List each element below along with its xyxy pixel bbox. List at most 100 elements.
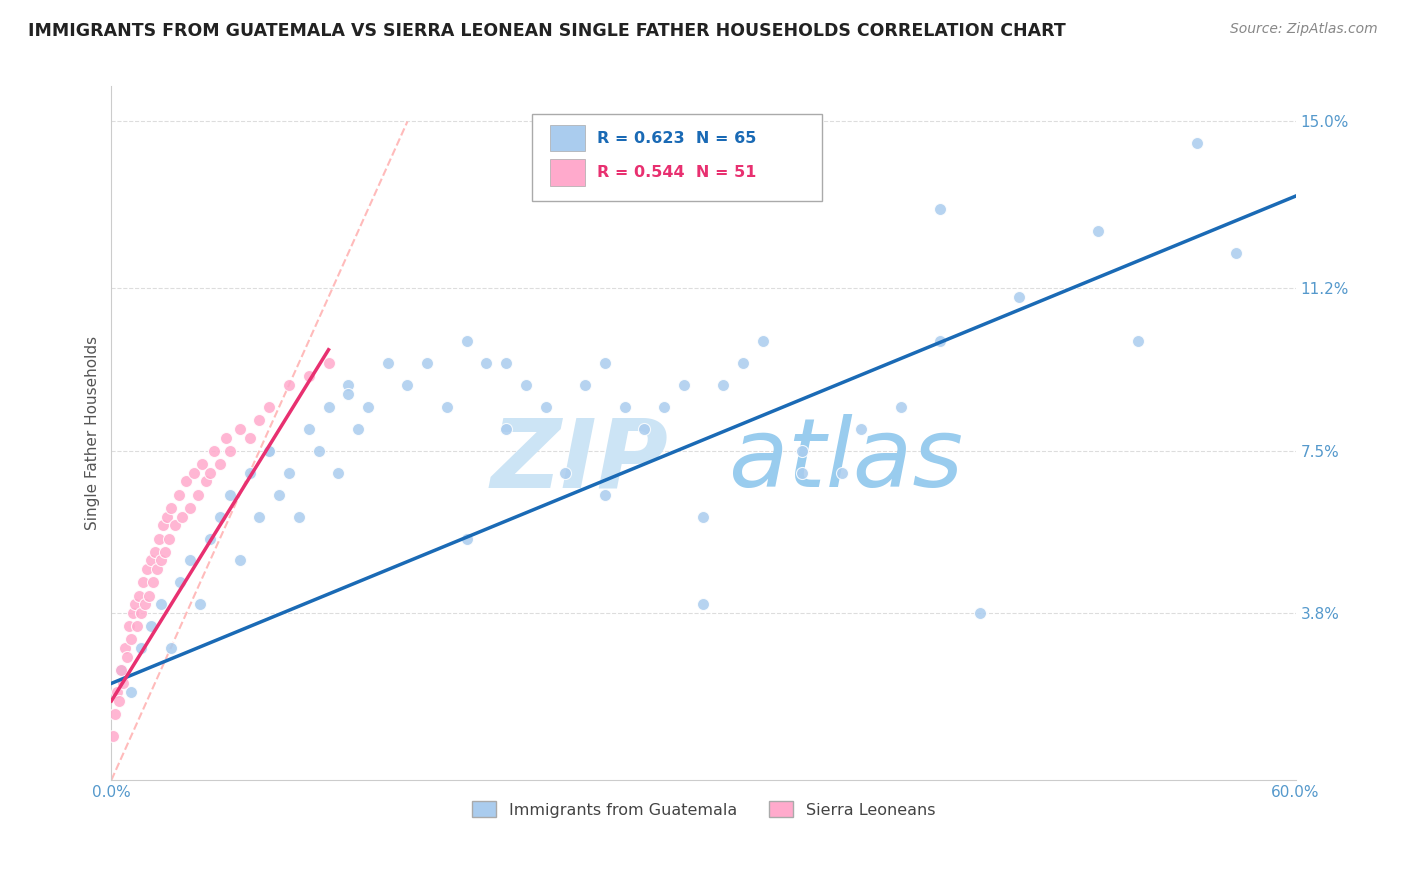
Point (495, 356, 517, 370)
Point (128, 589, 150, 603)
Point (692, 598, 714, 612)
Point (731, 356, 754, 370)
Point (633, 422, 655, 436)
Point (692, 509, 714, 524)
Point (167, 488, 190, 502)
Point (152, 518, 174, 533)
Point (120, 632, 142, 647)
Point (318, 356, 340, 370)
Point (218, 488, 240, 502)
Point (108, 694, 131, 708)
Point (110, 663, 132, 677)
Point (456, 532, 478, 546)
Point (195, 475, 218, 489)
Point (105, 685, 128, 699)
Point (163, 518, 186, 533)
Point (377, 356, 399, 370)
Point (249, 413, 271, 427)
Point (169, 575, 191, 590)
Point (146, 562, 169, 576)
Point (149, 553, 172, 567)
Point (172, 509, 194, 524)
Point (215, 431, 238, 445)
Point (157, 532, 180, 546)
Point (593, 356, 616, 370)
Point (198, 466, 221, 480)
Point (124, 598, 146, 612)
Point (792, 466, 814, 480)
Point (125, 619, 148, 633)
Point (436, 400, 458, 414)
Point (1008, 290, 1031, 304)
Point (929, 202, 952, 217)
FancyBboxPatch shape (531, 114, 823, 201)
Point (218, 443, 240, 458)
Point (396, 377, 419, 392)
Point (104, 707, 127, 722)
Point (554, 466, 576, 480)
Point (228, 553, 250, 567)
Text: ZIP: ZIP (491, 415, 668, 508)
Text: R = 0.623  N = 65: R = 0.623 N = 65 (598, 131, 756, 146)
Point (347, 422, 370, 436)
Point (416, 356, 439, 370)
Point (456, 334, 478, 348)
Point (929, 334, 952, 348)
Point (969, 606, 991, 620)
Point (191, 457, 214, 471)
Point (159, 500, 181, 515)
Point (149, 598, 172, 612)
Point (613, 400, 636, 414)
Point (118, 619, 141, 633)
Point (593, 488, 616, 502)
Text: IMMIGRANTS FROM GUATEMALA VS SIERRA LEONEAN SINGLE FATHER HOUSEHOLDS CORRELATION: IMMIGRANTS FROM GUATEMALA VS SIERRA LEON… (28, 22, 1066, 40)
Legend: Immigrants from Guatemala, Sierra Leoneans: Immigrants from Guatemala, Sierra Leonea… (465, 795, 942, 824)
Point (134, 598, 156, 612)
Point (1126, 334, 1149, 348)
Point (337, 386, 360, 401)
Point (259, 443, 281, 458)
Point (120, 685, 142, 699)
Point (156, 509, 179, 524)
Point (851, 422, 873, 436)
Point (179, 553, 201, 567)
Point (1087, 224, 1109, 238)
Point (318, 400, 340, 414)
Point (495, 422, 517, 436)
Point (278, 377, 301, 392)
Point (259, 443, 281, 458)
Y-axis label: Single Father Households: Single Father Households (86, 336, 100, 530)
Point (652, 400, 675, 414)
Point (228, 422, 250, 436)
Point (110, 663, 132, 677)
Point (890, 400, 912, 414)
Point (792, 443, 814, 458)
Point (711, 377, 734, 392)
Point (202, 443, 225, 458)
Point (475, 356, 498, 370)
Point (269, 488, 291, 502)
Point (136, 562, 159, 576)
Point (1185, 136, 1208, 151)
Point (672, 377, 695, 392)
Point (132, 575, 155, 590)
Point (115, 650, 138, 665)
Point (337, 377, 360, 392)
Point (534, 400, 557, 414)
Point (1225, 246, 1247, 260)
Point (139, 553, 162, 567)
Point (112, 676, 135, 690)
Point (574, 377, 596, 392)
Point (308, 443, 330, 458)
Point (114, 641, 136, 656)
Point (183, 466, 205, 480)
Point (122, 606, 145, 620)
Point (198, 532, 221, 546)
Text: R = 0.544  N = 51: R = 0.544 N = 51 (598, 165, 756, 179)
Point (143, 544, 166, 558)
Point (238, 466, 260, 480)
Point (176, 475, 198, 489)
Point (179, 500, 201, 515)
Point (249, 509, 271, 524)
Text: atlas: atlas (728, 415, 963, 508)
